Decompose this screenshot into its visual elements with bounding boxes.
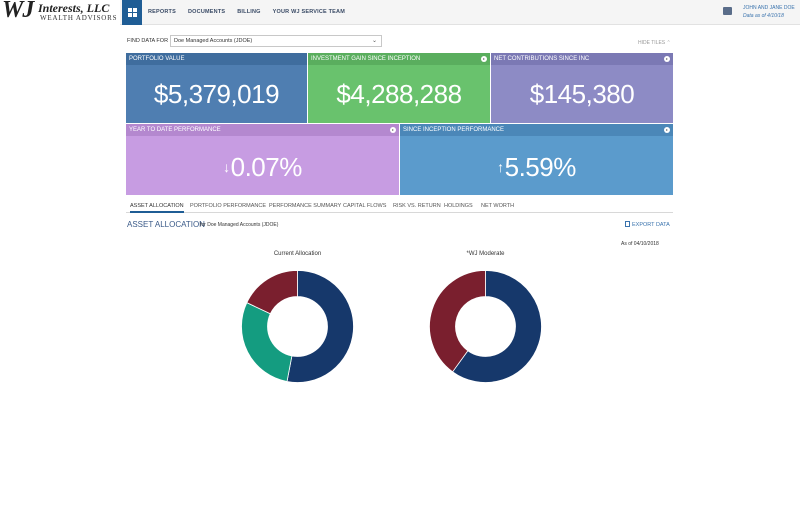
user-info[interactable]: JOHN AND JANE DOE Data as of 4/10/18 (743, 5, 795, 19)
tile-investment-gain[interactable]: INVESTMENT GAIN SINCE INCEPTION $4,288,2… (308, 53, 490, 123)
company-logo[interactable]: WJ Interests, LLC WEALTH ADVISORS (0, 0, 120, 25)
tile-header: INVESTMENT GAIN SINCE INCEPTION (308, 53, 490, 65)
grid-menu-button[interactable] (122, 0, 142, 25)
tab-risk-vs-return[interactable]: RISK VS. RETURN (393, 203, 441, 209)
tile-ytd-performance[interactable]: YEAR TO DATE PERFORMANCE ↓0.07% (126, 124, 399, 195)
user-name: JOHN AND JANE DOE (743, 5, 795, 11)
tab-net-worth[interactable]: NET WORTH (481, 203, 515, 209)
as-of-date: As of 04/10/2018 (621, 241, 659, 247)
tile-portfolio-value[interactable]: PORTFOLIO VALUE $5,379,019 (126, 53, 307, 123)
tile-header: SINCE INCEPTION PERFORMANCE (400, 124, 673, 136)
logo-name: Interests, LLC (38, 1, 110, 15)
donut-slice[interactable] (246, 270, 298, 315)
tile-value: $145,380 (529, 79, 635, 109)
tab-asset-allocation[interactable]: ASSET ALLOCATION (130, 203, 184, 213)
donut-slice[interactable] (452, 270, 542, 383)
logo-mark: WJ (2, 0, 34, 23)
hide-tiles-label: HIDE TILES (638, 40, 666, 46)
tile-inception-performance[interactable]: SINCE INCEPTION PERFORMANCE ↑5.59% (400, 124, 673, 195)
nav-service-team[interactable]: YOUR WJ SERVICE TEAM (272, 9, 346, 15)
tile-net-contributions[interactable]: NET CONTRIBUTIONS SINCE INC $145,380 (491, 53, 673, 123)
top-bar: WJ Interests, LLC WEALTH ADVISORS REPORT… (0, 0, 800, 25)
donut-slice[interactable] (429, 270, 486, 373)
tab-holdings[interactable]: HOLDINGS (444, 203, 473, 209)
arrow-right-icon[interactable] (664, 56, 670, 62)
arrow-right-icon[interactable] (481, 56, 487, 62)
tab-capital-flows[interactable]: CAPITAL FLOWS (343, 203, 387, 209)
donut-slice[interactable] (241, 302, 293, 382)
tile-header: YEAR TO DATE PERFORMANCE (126, 124, 399, 136)
tile-value-wrap: ↑5.59% (400, 152, 673, 183)
tile-header: NET CONTRIBUTIONS SINCE INC (491, 53, 673, 65)
grid-icon (127, 8, 137, 17)
tile-header: PORTFOLIO VALUE (126, 53, 307, 65)
donut-chart-model (429, 270, 542, 383)
chevron-down-icon: ⌄ (371, 38, 377, 44)
account-select[interactable]: Doe Managed Accounts (JDOE) ⌄ (170, 35, 382, 47)
tab-portfolio-performance[interactable]: PORTFOLIO PERFORMANCE (190, 203, 266, 209)
tile-value-wrap: ↓0.07% (126, 152, 399, 183)
export-data-button[interactable]: EXPORT DATA (625, 221, 670, 228)
data-as-of: Data as of 4/10/18 (743, 13, 784, 19)
tile-value: $4,288,288 (336, 79, 462, 109)
arrow-right-icon[interactable] (664, 127, 670, 133)
nav-documents[interactable]: DOCUMENTS (188, 9, 226, 15)
arrow-right-icon[interactable] (390, 127, 396, 133)
section-subtitle: for Doe Managed Accounts (JDOE) (200, 222, 279, 228)
tile-value: $5,379,019 (153, 79, 280, 109)
donut-chart-current (241, 270, 354, 383)
section-title: ASSET ALLOCATION (127, 220, 205, 229)
logo-subtitle: WEALTH ADVISORS (40, 14, 118, 22)
main-nav: REPORTS DOCUMENTS BILLING YOUR WJ SERVIC… (148, 9, 345, 15)
report-tabs: ASSET ALLOCATION PORTFOLIO PERFORMANCE P… (126, 203, 673, 213)
hide-tiles-link[interactable]: HIDE TILES ⌃ (638, 40, 671, 46)
tile-value: 0.07% (230, 152, 303, 182)
tile-value: 5.59% (504, 152, 577, 182)
nav-billing[interactable]: BILLING (237, 9, 261, 15)
arrow-up-icon: ↑ (497, 159, 504, 175)
export-data-label: EXPORT DATA (632, 222, 670, 228)
find-data-label: FIND DATA FOR (127, 38, 169, 44)
arrow-down-icon: ↓ (223, 159, 230, 175)
donut-slice[interactable] (286, 270, 354, 383)
document-icon (625, 221, 630, 227)
message-icon[interactable] (723, 7, 732, 15)
tab-performance-summary[interactable]: PERFORMANCE SUMMARY (269, 203, 342, 209)
chart-title-model: *WJ Moderate (466, 251, 505, 257)
account-select-value: Doe Managed Accounts (JDOE) (174, 38, 253, 44)
nav-reports[interactable]: REPORTS (148, 9, 176, 15)
chart-title-current: Current Allocation (273, 251, 322, 257)
